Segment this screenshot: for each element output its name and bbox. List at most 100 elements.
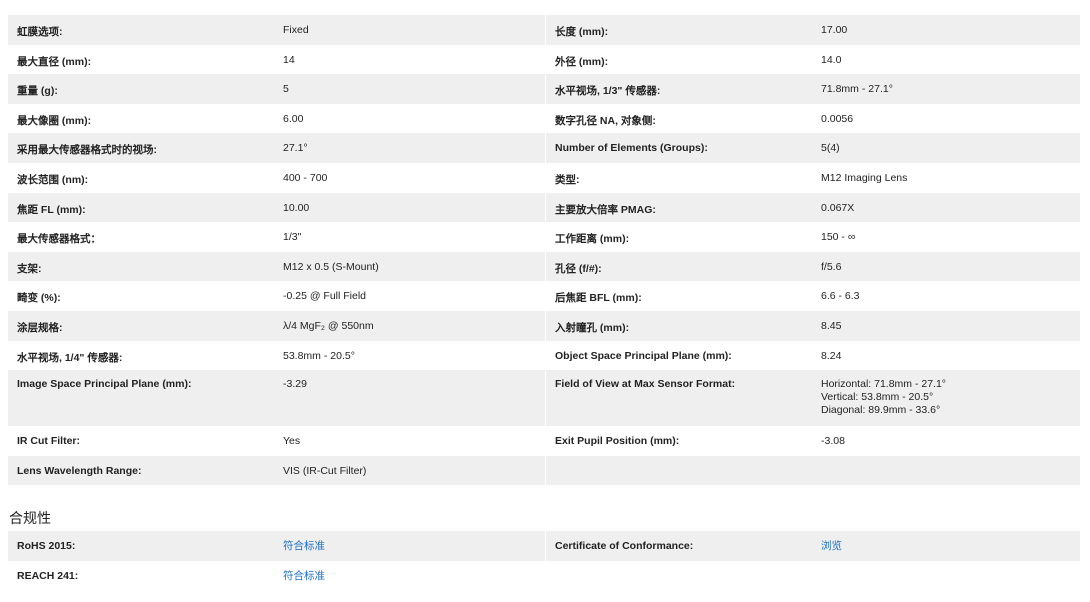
spec-value: f/5.6 bbox=[821, 260, 842, 273]
spec-cell: 入射瞳孔 (mm): 8.45 bbox=[545, 310, 1080, 341]
spec-cell: Lens Wavelength Range: VIS (IR-Cut Filter… bbox=[8, 456, 545, 486]
spec-label: 最大直径 (mm): bbox=[17, 55, 92, 68]
spec-label: 支架: bbox=[17, 262, 42, 275]
spec-cell: 最大传感器格式： 1/3" bbox=[8, 222, 545, 252]
spec-label: 焦距 FL (mm): bbox=[17, 203, 86, 216]
spec-cell: 水平视场, 1/4" 传感器: 53.8mm - 20.5° bbox=[8, 341, 545, 371]
empty-cell bbox=[545, 560, 1080, 591]
spec-cell: Object Space Principal Plane (mm): 8.24 bbox=[545, 340, 1080, 371]
spec-label: REACH 241: bbox=[17, 569, 79, 582]
spec-cell: RoHS 2015: 符合标准 bbox=[8, 531, 545, 561]
spec-cell: Image Space Principal Plane (mm): -3.29 bbox=[8, 370, 545, 426]
spec-value: 浏览 bbox=[812, 531, 842, 561]
spec-label: 最大像圈 (mm): bbox=[17, 114, 92, 127]
spec-label: Lens Wavelength Range: bbox=[17, 464, 142, 477]
spec-label: 后焦距 BFL (mm): bbox=[555, 292, 642, 305]
spec-cell: 孔径 (f/#): f/5.6 bbox=[545, 251, 1080, 282]
spec-cell: 长度 (mm): 17.00 bbox=[545, 15, 1080, 45]
spec-value: -3.29 bbox=[283, 378, 307, 391]
spec-label: Exit Pupil Position (mm): bbox=[555, 435, 680, 448]
spec-cell: 后焦距 BFL (mm): 6.6 - 6.3 bbox=[545, 281, 1080, 311]
spec-label: 类型: bbox=[555, 173, 580, 186]
spec-cell: IR Cut Filter: Yes bbox=[8, 426, 545, 456]
table-row: REACH 241: 符合标准 bbox=[8, 560, 1080, 591]
spec-label: 外径 (mm): bbox=[555, 55, 609, 68]
compliance-link[interactable]: 浏览 bbox=[821, 540, 842, 552]
spec-label: 重量 (g): bbox=[17, 85, 58, 98]
table-row: 最大像圈 (mm): 6.00 数字孔径 NA, 对象侧: 0.0056 bbox=[8, 103, 1080, 134]
spec-value-line: Vertical: 53.8mm - 20.5° bbox=[821, 391, 934, 404]
compliance-link[interactable]: 符合标准 bbox=[283, 569, 325, 582]
spec-value: 0.067X bbox=[821, 201, 855, 214]
spec-label: 工作距离 (mm): bbox=[555, 233, 630, 246]
table-row: 虹膜选项: Fixed 长度 (mm): 17.00 bbox=[8, 15, 1080, 45]
spec-value: 符合标准 bbox=[274, 531, 325, 561]
table-row: IR Cut Filter: Yes Exit Pupil Position (mm… bbox=[8, 426, 1080, 456]
spec-label: Field of View at Max Sensor Format: bbox=[555, 378, 736, 391]
spec-cell: 外径 (mm): 14.0 bbox=[545, 44, 1080, 75]
spec-value: Horizontal: 71.8mm - 27.1° Vertical: 53.8… bbox=[812, 370, 946, 426]
empty-cell bbox=[545, 455, 1080, 486]
spec-label: 水平视场, 1/4" 传感器: bbox=[17, 351, 123, 364]
compliance-link[interactable]: 符合标准 bbox=[283, 540, 325, 552]
table-row: 水平视场, 1/4" 传感器: 53.8mm - 20.5° Object Spac… bbox=[8, 340, 1080, 371]
spec-value-line: Diagonal: 89.9mm - 33.6° bbox=[821, 404, 941, 417]
spec-value: λ/4 MgF₂ @ 550nm bbox=[283, 319, 374, 332]
spec-value: -3.08 bbox=[821, 435, 845, 448]
spec-label: 采用最大传感器格式时的视场: bbox=[17, 144, 157, 157]
spec-value: 符合标准 bbox=[274, 561, 325, 591]
spec-value: VIS (IR-Cut Filter) bbox=[283, 464, 367, 477]
spec-cell: 最大直径 (mm): 14 bbox=[8, 45, 545, 75]
spec-label: 畸变 (%): bbox=[17, 292, 61, 305]
spec-cell: 支架: M12 x 0.5 (S-Mount) bbox=[8, 252, 545, 282]
spec-value: Yes bbox=[283, 435, 301, 448]
spec-cell: 重量 (g): 5 bbox=[8, 74, 545, 104]
compliance-table: RoHS 2015: 符合标准 Certificate of Conformance… bbox=[8, 531, 1080, 591]
spec-label: 入射瞳孔 (mm): bbox=[555, 321, 630, 334]
spec-value: 6.00 bbox=[283, 112, 304, 125]
spec-label: RoHS 2015: bbox=[17, 540, 76, 552]
table-row: 涂层规格: λ/4 MgF₂ @ 550nm 入射瞳孔 (mm): 8.45 bbox=[8, 310, 1080, 341]
spec-cell: 焦距 FL (mm): 10.00 bbox=[8, 193, 545, 223]
spec-label: IR Cut Filter: bbox=[17, 435, 80, 448]
spec-cell: 主要放大倍率 PMAG: 0.067X bbox=[545, 192, 1080, 223]
spec-value: M12 Imaging Lens bbox=[821, 171, 908, 184]
spec-cell: Field of View at Max Sensor Format: Horiz… bbox=[545, 370, 1080, 427]
spec-value: 6.6 - 6.3 bbox=[821, 290, 860, 303]
spec-value: 400 - 700 bbox=[283, 171, 328, 184]
spec-value: 14.0 bbox=[821, 53, 842, 66]
table-row: RoHS 2015: 符合标准 Certificate of Conformance… bbox=[8, 531, 1080, 561]
spec-label: Image Space Principal Plane (mm): bbox=[17, 378, 192, 391]
spec-value: -0.25 @ Full Field bbox=[283, 290, 367, 303]
spec-label: 孔径 (f/#): bbox=[555, 262, 602, 275]
spec-cell: 波长范围 (nm): 400 - 700 bbox=[8, 163, 545, 193]
spec-value: 5 bbox=[283, 83, 289, 96]
spec-value: 71.8mm - 27.1° bbox=[821, 83, 893, 96]
spec-value: 5(4) bbox=[821, 142, 840, 155]
table-row: 采用最大传感器格式时的视场: 27.1° Number of Elements (G… bbox=[8, 133, 1080, 163]
spec-value-line: Horizontal: 71.8mm - 27.1° bbox=[821, 378, 947, 391]
spec-label: 主要放大倍率 PMAG: bbox=[555, 203, 656, 216]
spec-cell: 类型: M12 Imaging Lens bbox=[545, 162, 1080, 193]
spec-cell: 工作距离 (mm): 150 - ∞ bbox=[545, 222, 1080, 252]
spec-cell: Number of Elements (Groups): 5(4) bbox=[545, 133, 1080, 163]
spec-label: Certificate of Conformance: bbox=[555, 540, 694, 552]
spec-cell: Exit Pupil Position (mm): -3.08 bbox=[545, 426, 1080, 456]
table-row: 最大传感器格式： 1/3" 工作距离 (mm): 150 - ∞ bbox=[8, 222, 1080, 252]
table-row: 波长范围 (nm): 400 - 700 类型: M12 Imaging Lens bbox=[8, 162, 1080, 193]
spec-label: 涂层规格: bbox=[17, 321, 63, 334]
table-row: 焦距 FL (mm): 10.00 主要放大倍率 PMAG: 0.067X bbox=[8, 192, 1080, 223]
spec-label: Number of Elements (Groups): bbox=[555, 142, 708, 155]
spec-label: 数字孔径 NA, 对象侧: bbox=[555, 114, 656, 127]
spec-value: 10.00 bbox=[283, 201, 310, 214]
spec-value: Fixed bbox=[283, 24, 309, 36]
spec-cell: REACH 241: 符合标准 bbox=[8, 561, 545, 591]
spec-value: 8.45 bbox=[821, 319, 842, 332]
spec-cell: 畸变 (%): -0.25 @ Full Field bbox=[8, 281, 545, 311]
table-row: 最大直径 (mm): 14 外径 (mm): 14.0 bbox=[8, 44, 1080, 75]
spec-value: 0.0056 bbox=[821, 112, 854, 125]
spec-label: 长度 (mm): bbox=[555, 26, 609, 38]
table-row: Image Space Principal Plane (mm): -3.29 Fi… bbox=[8, 370, 1080, 427]
spec-cell: 数字孔径 NA, 对象侧: 0.0056 bbox=[545, 103, 1080, 134]
spec-value: 1/3" bbox=[283, 231, 302, 244]
